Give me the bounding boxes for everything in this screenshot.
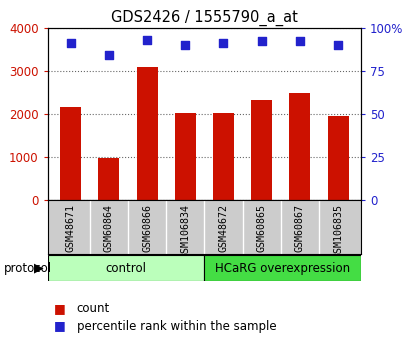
Text: percentile rank within the sample: percentile rank within the sample: [77, 319, 276, 333]
Bar: [205, 255, 361, 281]
Bar: [213, 113, 234, 200]
Title: GDS2426 / 1555790_a_at: GDS2426 / 1555790_a_at: [111, 10, 298, 26]
Text: GSM48672: GSM48672: [218, 204, 229, 253]
Text: GSM106835: GSM106835: [333, 204, 343, 258]
Bar: [137, 67, 158, 200]
Text: ▶: ▶: [34, 262, 44, 275]
Text: GSM60866: GSM60866: [142, 204, 152, 253]
Text: GSM60867: GSM60867: [295, 204, 305, 253]
Point: [297, 39, 303, 44]
Bar: [327, 116, 349, 200]
Point: [220, 40, 227, 46]
Point: [182, 42, 188, 48]
Bar: [289, 93, 310, 200]
Text: GSM48671: GSM48671: [66, 204, 76, 253]
Bar: [60, 107, 81, 200]
Point: [67, 40, 74, 46]
Bar: [251, 100, 272, 200]
Bar: [48, 255, 205, 281]
Text: GSM60864: GSM60864: [104, 204, 114, 253]
Point: [335, 42, 342, 48]
Point: [259, 39, 265, 44]
Text: protocol: protocol: [4, 262, 52, 275]
Text: control: control: [105, 262, 146, 275]
Text: GSM106834: GSM106834: [180, 204, 190, 258]
Text: HCaRG overexpression: HCaRG overexpression: [215, 262, 350, 275]
Bar: [98, 158, 120, 200]
Text: ■: ■: [54, 319, 66, 333]
Text: ■: ■: [54, 302, 66, 315]
Text: count: count: [77, 302, 110, 315]
Bar: [175, 114, 196, 200]
Point: [144, 37, 150, 42]
Point: [105, 52, 112, 58]
Text: GSM60865: GSM60865: [257, 204, 267, 253]
